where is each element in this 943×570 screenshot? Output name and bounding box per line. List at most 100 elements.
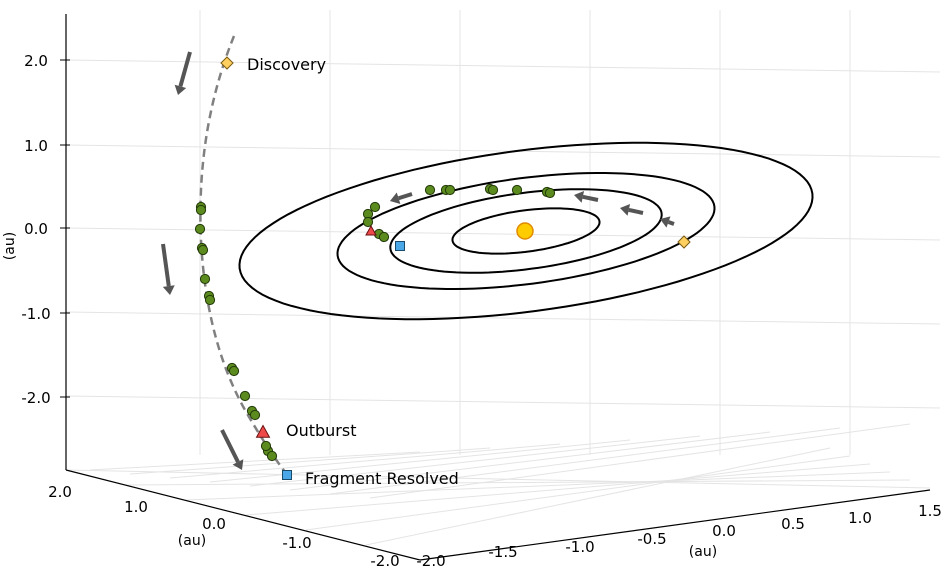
- direction-arrow: [220, 429, 244, 470]
- direction-arrow: [161, 243, 175, 295]
- comet-trajectory: [199, 35, 289, 477]
- event-markers: [220, 56, 691, 480]
- x-tick-label: 0.5: [781, 515, 805, 533]
- arrow-head: [174, 84, 187, 95]
- observation-point: [197, 244, 209, 256]
- fragment-resolved-marker: [282, 470, 292, 480]
- grid-line: [65, 469, 931, 489]
- y-tick-label: -1.0: [282, 534, 311, 552]
- x-axis-line: [419, 489, 931, 561]
- observation-point: [266, 450, 278, 462]
- axes: [65, 14, 931, 561]
- outburst-marker: [255, 424, 271, 438]
- trajectory-path: [199, 35, 289, 477]
- grid-line: [369, 423, 911, 499]
- grid-line: [289, 431, 771, 491]
- grid-lines: [65, 10, 941, 546]
- observation-point: [444, 184, 456, 196]
- z-tick-label: 2.0: [24, 52, 48, 70]
- direction-arrow: [620, 204, 644, 216]
- x-axis-label: (au): [689, 544, 717, 560]
- grid-line: [65, 59, 941, 73]
- observation-point: [199, 273, 211, 285]
- sun-marker: [516, 222, 534, 240]
- y-axis-line: [65, 469, 421, 561]
- orbits: [238, 141, 814, 321]
- x-tick-label: -0.5: [637, 530, 666, 548]
- x-tick-label: 1.5: [918, 502, 942, 520]
- observation-point: [228, 365, 240, 377]
- direction-arrow: [574, 190, 599, 203]
- arrow-shaft: [397, 192, 413, 201]
- x-tick-label: -1.5: [488, 543, 517, 561]
- orbit-mercury: [451, 207, 601, 255]
- y-tick-label: -2.0: [370, 552, 399, 570]
- z-axis-label: (au): [2, 232, 18, 260]
- grid-line: [65, 395, 941, 409]
- observation-point: [487, 184, 499, 196]
- y-tick-label: 1.0: [124, 498, 148, 516]
- x-tick-label: -2.0: [416, 552, 445, 570]
- grid-line: [365, 447, 831, 546]
- grid-line: [185, 471, 891, 501]
- fragment-resolved-marker-ecliptic: [395, 241, 405, 251]
- discovery-marker-ecliptic: [677, 235, 691, 249]
- z-tick-label: -1.0: [21, 305, 50, 323]
- grid-line: [305, 455, 851, 531]
- arrow-head: [232, 459, 244, 470]
- y-tick-label: 2.0: [48, 483, 72, 501]
- direction-arrow: [390, 192, 413, 204]
- arrow-head: [574, 190, 585, 203]
- observation-point: [194, 223, 206, 235]
- direction-arrow: [174, 51, 192, 95]
- grid-line: [209, 439, 631, 483]
- arrow-shaft: [161, 243, 171, 287]
- direction-arrow: [660, 216, 675, 228]
- grid-line: [169, 443, 561, 479]
- arrow-head: [620, 204, 631, 216]
- observation-point: [260, 440, 272, 452]
- outburst-marker-ecliptic: [365, 224, 377, 236]
- annotation-fragment-resolved: Fragment Resolved: [305, 469, 459, 488]
- observation-point: [511, 184, 523, 196]
- grid-line: [249, 435, 701, 487]
- annotation-outburst: Outburst: [286, 421, 357, 440]
- grid-line: [65, 227, 941, 241]
- observation-point: [249, 409, 261, 421]
- arrow-head: [390, 192, 401, 204]
- arrow-shaft: [667, 220, 675, 226]
- observation-point: [424, 184, 436, 196]
- x-tick-label: -1.0: [565, 538, 594, 556]
- orbit-venus: [389, 188, 663, 274]
- arrow-head: [660, 216, 671, 228]
- grid-line: [65, 144, 941, 158]
- grid-line: [245, 463, 871, 516]
- y-axis-label: (au): [178, 533, 206, 549]
- arrow-shaft: [582, 194, 599, 202]
- z-tick-label: -2.0: [21, 389, 50, 407]
- arrow-head: [162, 285, 175, 295]
- grid-line: [129, 447, 491, 475]
- observation-point: [369, 201, 381, 213]
- z-tick-label: 1.0: [24, 137, 48, 155]
- observation-point: [204, 294, 216, 306]
- annotation-discovery: Discovery: [247, 55, 326, 74]
- x-tick-label: 0.0: [712, 522, 736, 540]
- grid-line: [65, 311, 941, 325]
- observation-point: [195, 204, 207, 216]
- arrow-shaft: [178, 51, 192, 87]
- grid-line: [89, 451, 421, 471]
- direction-arrows: [161, 51, 675, 470]
- orbit-mars: [238, 141, 814, 321]
- observation-points: [194, 183, 556, 462]
- x-tick-label: 1.0: [848, 509, 872, 527]
- z-tick-label: 0.0: [24, 220, 48, 238]
- observation-point: [378, 231, 390, 243]
- observation-point: [239, 390, 251, 402]
- tick-labels: 2.0 1.0 0.0 -1.0 -2.0 2.0 1.0 0.0 -1.0 -2.0 -2.0 -1…: [21, 52, 942, 570]
- observation-point: [544, 187, 556, 199]
- grid-line: [125, 479, 911, 486]
- y-tick-label: 0.0: [202, 515, 226, 533]
- discovery-marker: [220, 56, 234, 70]
- arrow-shaft: [220, 429, 240, 463]
